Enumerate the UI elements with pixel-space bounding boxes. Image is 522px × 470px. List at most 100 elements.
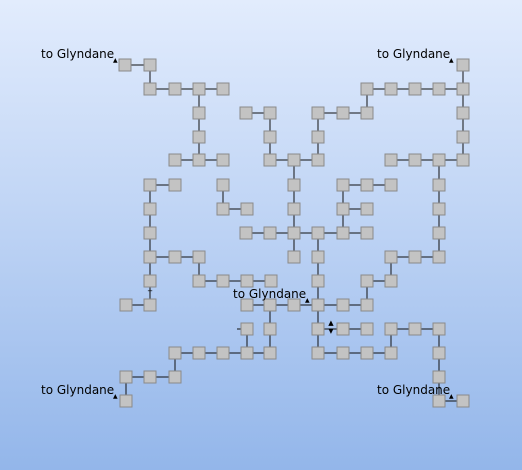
room-tile[interactable] [192, 106, 206, 120]
room-tile[interactable] [432, 322, 446, 336]
room-tile[interactable] [168, 346, 182, 360]
exit-label-ne[interactable]: to Glyndane [377, 47, 451, 61]
room-tile[interactable] [311, 346, 325, 360]
room-tile[interactable] [192, 346, 206, 360]
room-tile[interactable] [264, 274, 278, 288]
exit-label-se[interactable]: to Glyndane [377, 383, 451, 397]
room-tile[interactable] [432, 394, 446, 408]
room-tile[interactable] [287, 226, 301, 240]
room-tile[interactable] [143, 298, 157, 312]
room-tile[interactable] [143, 370, 157, 384]
room-tile[interactable] [384, 346, 398, 360]
room-tile[interactable] [360, 226, 374, 240]
room-tile[interactable] [263, 298, 277, 312]
room-tile[interactable] [216, 153, 230, 167]
room-tile[interactable] [384, 153, 398, 167]
room-tile[interactable] [192, 153, 206, 167]
room-tile[interactable] [360, 346, 374, 360]
room-tile[interactable] [119, 394, 133, 408]
room-tile[interactable] [311, 298, 325, 312]
room-tile[interactable] [360, 298, 374, 312]
room-tile[interactable] [408, 153, 422, 167]
room-tile[interactable] [287, 178, 301, 192]
room-tile[interactable] [311, 250, 325, 264]
room-tile[interactable] [432, 178, 446, 192]
room-tile[interactable] [432, 370, 446, 384]
exit-label-sw[interactable]: to Glyndane [41, 383, 115, 397]
room-tile[interactable] [263, 226, 277, 240]
room-tile[interactable] [143, 58, 157, 72]
room-tile[interactable] [239, 106, 253, 120]
room-tile[interactable] [287, 153, 301, 167]
room-tile[interactable] [384, 82, 398, 96]
room-tile[interactable] [168, 370, 182, 384]
room-tile[interactable] [216, 274, 230, 288]
room-tile[interactable] [216, 82, 230, 96]
room-tile[interactable] [263, 153, 277, 167]
room-tile[interactable] [240, 346, 254, 360]
room-tile[interactable] [360, 274, 374, 288]
room-tile[interactable] [456, 82, 470, 96]
room-tile[interactable] [456, 153, 470, 167]
room-tile[interactable] [311, 153, 325, 167]
room-tile[interactable] [360, 202, 374, 216]
room-tile[interactable] [336, 106, 350, 120]
room-tile[interactable] [192, 274, 206, 288]
room-tile[interactable] [240, 274, 254, 288]
room-tile[interactable] [336, 226, 350, 240]
room-tile[interactable] [408, 322, 422, 336]
room-tile[interactable] [408, 82, 422, 96]
room-tile[interactable] [384, 250, 398, 264]
room-tile[interactable] [216, 202, 230, 216]
room-tile[interactable] [192, 130, 206, 144]
room-tile[interactable] [336, 322, 350, 336]
room-tile[interactable] [432, 202, 446, 216]
room-tile[interactable] [287, 298, 301, 312]
room-tile[interactable] [287, 202, 301, 216]
room-tile[interactable] [143, 82, 157, 96]
room-tile[interactable] [143, 178, 157, 192]
exit-label-center[interactable]: to Glyndane [233, 287, 307, 301]
room-tile[interactable] [143, 226, 157, 240]
room-tile[interactable] [240, 202, 254, 216]
room-tile[interactable] [384, 178, 398, 192]
room-tile[interactable] [336, 178, 350, 192]
room-tile[interactable] [216, 178, 230, 192]
room-tile[interactable] [119, 370, 133, 384]
room-tile[interactable] [118, 58, 132, 72]
room-tile[interactable] [240, 322, 254, 336]
room-tile[interactable] [311, 322, 325, 336]
room-tile[interactable] [216, 346, 230, 360]
room-tile[interactable] [311, 274, 325, 288]
room-tile[interactable] [336, 298, 350, 312]
room-tile[interactable] [336, 346, 350, 360]
room-tile[interactable] [311, 226, 325, 240]
room-tile[interactable] [240, 298, 254, 312]
room-tile[interactable] [143, 274, 157, 288]
room-tile[interactable] [360, 322, 374, 336]
room-tile[interactable] [408, 250, 422, 264]
room-tile[interactable] [311, 106, 325, 120]
room-tile[interactable] [432, 250, 446, 264]
room-tile[interactable] [168, 250, 182, 264]
room-tile[interactable] [168, 153, 182, 167]
room-tile[interactable] [360, 178, 374, 192]
room-tile[interactable] [287, 250, 301, 264]
room-tile[interactable] [263, 130, 277, 144]
room-tile[interactable] [432, 153, 446, 167]
room-tile[interactable] [263, 106, 277, 120]
room-tile[interactable] [384, 322, 398, 336]
room-tile[interactable] [456, 106, 470, 120]
room-tile[interactable] [168, 178, 182, 192]
room-tile[interactable] [456, 394, 470, 408]
room-tile[interactable] [432, 82, 446, 96]
room-tile[interactable] [384, 274, 398, 288]
room-tile[interactable] [336, 202, 350, 216]
room-tile[interactable] [360, 82, 374, 96]
exit-label-nw[interactable]: to Glyndane [41, 47, 115, 61]
room-tile[interactable] [168, 82, 182, 96]
room-tile[interactable] [432, 226, 446, 240]
room-tile[interactable] [143, 202, 157, 216]
room-tile[interactable] [192, 250, 206, 264]
room-tile[interactable] [239, 226, 253, 240]
